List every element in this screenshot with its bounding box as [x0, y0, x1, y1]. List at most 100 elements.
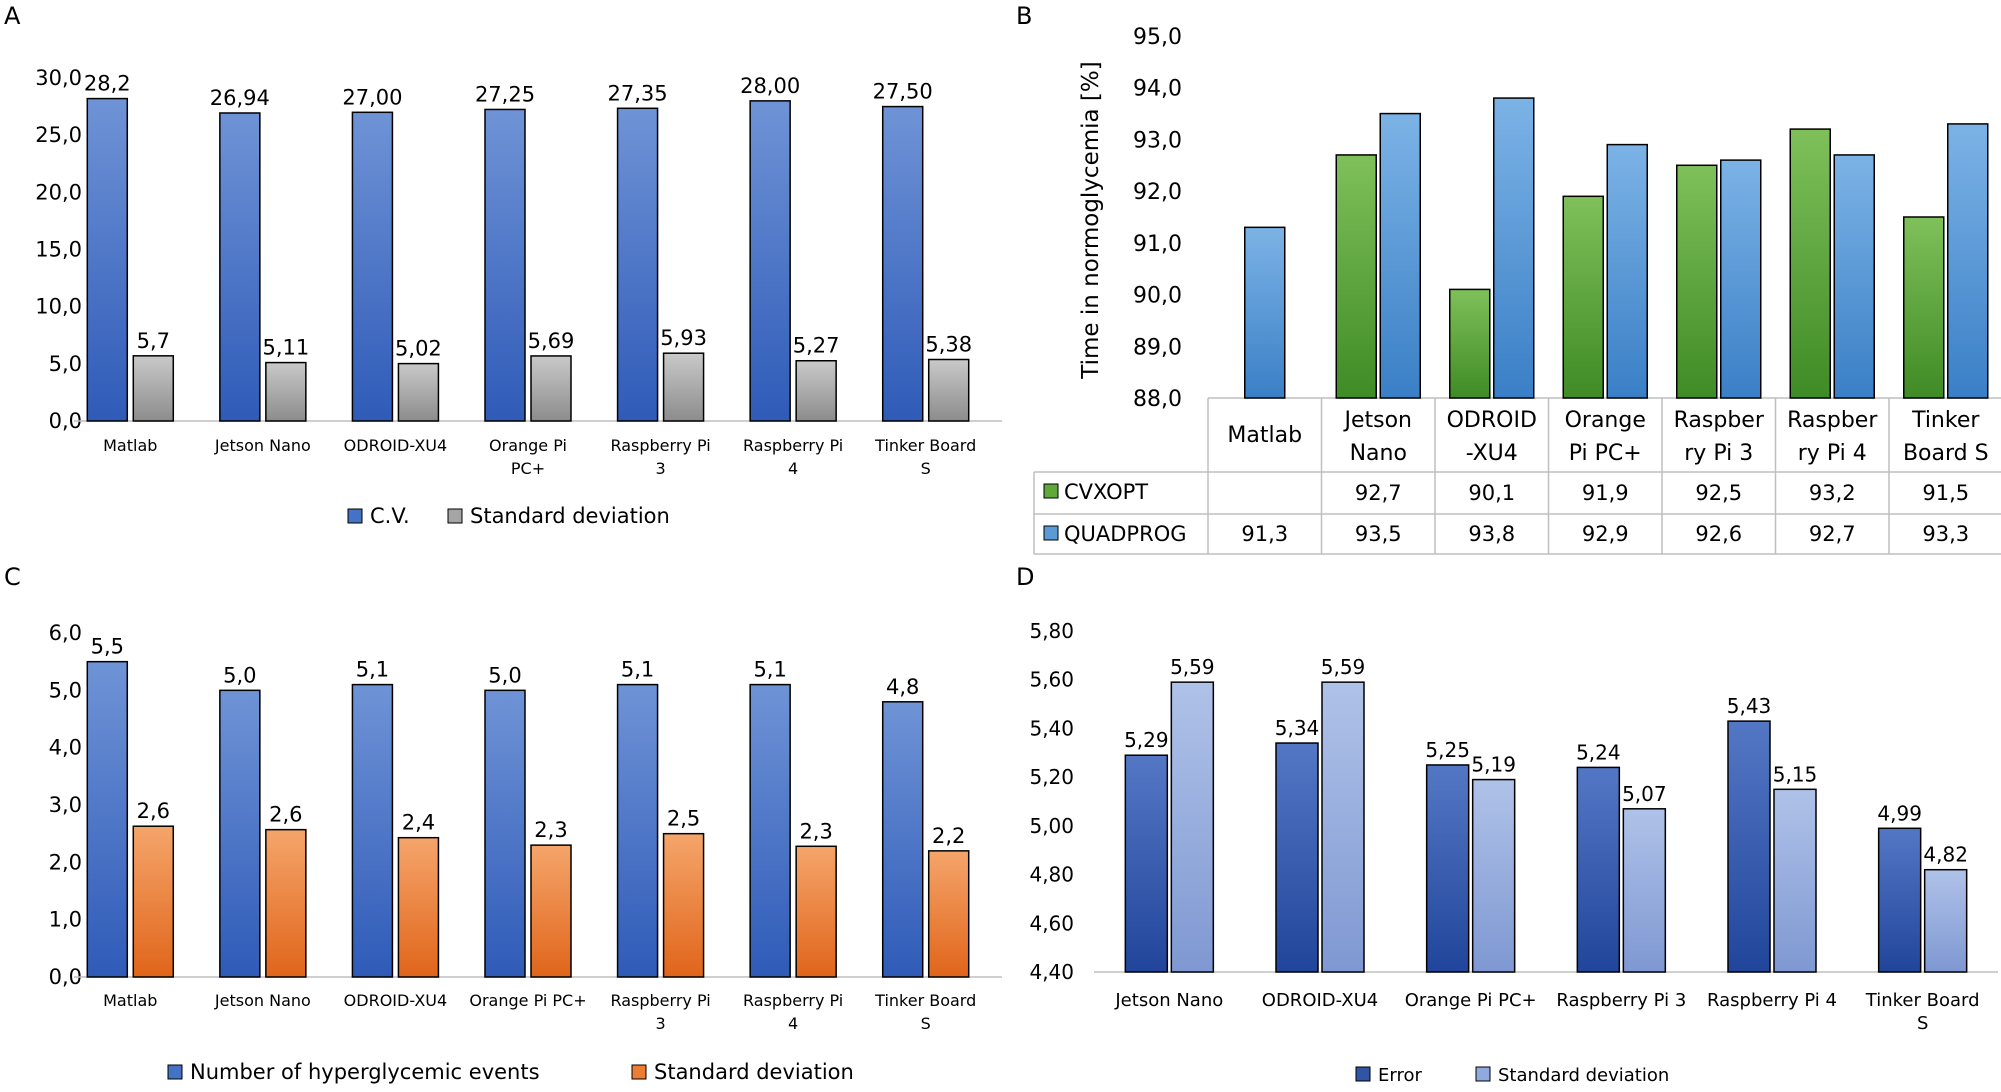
bar-series-2 [265, 828, 307, 978]
category-label: Raspberry Pi 4 [1707, 990, 1837, 1011]
bar-series-1 [1877, 827, 1922, 973]
data-label: 27,00 [342, 85, 402, 109]
category-label: Orange Pi [489, 436, 567, 455]
bar-series-1 [749, 100, 791, 422]
data-label: 5,0 [223, 663, 256, 687]
category-label: Tinker Board [874, 436, 976, 455]
panel-label-a: A [4, 2, 21, 30]
y-axis-title: Time in normoglycemia [%] [1078, 61, 1104, 379]
bar-cvxopt [1449, 288, 1491, 399]
data-label: 5,19 [1471, 753, 1516, 777]
table-cell-cvxopt: 93,2 [1809, 481, 1856, 505]
bar-quadprog [1606, 143, 1648, 399]
bar-quadprog [1493, 97, 1535, 399]
y-tick-label: 94,0 [1133, 77, 1182, 102]
category-label: 4 [788, 1014, 798, 1033]
bar-series-2 [1321, 681, 1365, 973]
category-label: Raspberry Pi [610, 436, 710, 455]
data-label: 5,59 [1321, 655, 1366, 679]
data-label: 27,50 [873, 80, 933, 104]
data-label: 2,4 [402, 811, 435, 835]
data-label: 5,38 [925, 332, 972, 356]
data-label: 5,1 [621, 658, 654, 682]
y-tick-label: 89,0 [1133, 335, 1182, 360]
bar-series-2 [662, 832, 705, 978]
bar-quadprog [1947, 123, 1989, 399]
legend-label: Standard deviation [470, 504, 670, 528]
y-tick-label: 5,00 [1029, 814, 1074, 838]
category-label: PC+ [511, 459, 545, 478]
bar-series-1 [1727, 720, 1771, 973]
y-tick-label: 91,0 [1133, 232, 1182, 257]
category-label: -XU4 [1466, 441, 1518, 466]
bar-series-2 [1471, 778, 1516, 973]
legend-swatch [167, 1064, 183, 1080]
y-tick-label: 15,0 [35, 238, 82, 262]
category-label: Orange Pi PC+ [1405, 990, 1537, 1011]
bar-series-1 [484, 108, 526, 422]
data-label: 2,6 [137, 799, 170, 823]
legend-label: QUADPROG [1064, 522, 1187, 546]
category-label: ODROID-XU4 [344, 436, 448, 455]
bar-quadprog [1244, 226, 1286, 399]
category-label: S [921, 1014, 931, 1033]
bar-series-1 [881, 701, 924, 978]
table-cell-cvxopt: 91,9 [1582, 481, 1629, 505]
data-label: 4,82 [1923, 843, 1968, 867]
category-label: Orange Pi PC+ [469, 991, 586, 1010]
y-tick-label: 30,0 [35, 66, 82, 90]
y-tick-label: 92,0 [1133, 180, 1182, 205]
table-cell-quadprog: 93,8 [1468, 522, 1515, 546]
category-label: Matlab [103, 436, 157, 455]
y-tick-label: 1,0 [49, 908, 82, 932]
table-cell-quadprog: 92,6 [1695, 522, 1742, 546]
data-label: 5,29 [1124, 728, 1169, 752]
category-label: 4 [788, 459, 798, 478]
data-label: 5,15 [1773, 762, 1818, 786]
legend-swatch [1475, 1066, 1491, 1082]
data-label: 5,0 [488, 663, 521, 687]
data-label: 5,93 [660, 326, 707, 350]
y-tick-label: 3,0 [49, 793, 82, 817]
bar-series-2 [530, 355, 572, 422]
category-label: Board S [1903, 441, 1989, 466]
bar-series-2 [1170, 681, 1215, 973]
y-tick-label: 90,0 [1133, 284, 1182, 309]
bar-quadprog [1720, 159, 1762, 399]
category-label: ry Pi 3 [1684, 441, 1753, 466]
data-label: 2,3 [799, 819, 832, 843]
bar-series-1 [219, 689, 261, 978]
bar-series-2 [662, 352, 705, 422]
bar-cvxopt [1903, 216, 1945, 399]
y-tick-label: 5,20 [1029, 765, 1074, 789]
category-label: Tinker Board [1865, 990, 1980, 1011]
category-label: Raspber [1787, 408, 1878, 433]
category-label: 3 [655, 1014, 665, 1033]
bar-series-2 [1622, 808, 1667, 973]
bar-series-1 [351, 111, 394, 422]
bar-series-2 [1773, 788, 1817, 973]
bar-series-2 [795, 359, 837, 422]
y-tick-label: 5,0 [49, 678, 82, 702]
legend-label: Error [1378, 1065, 1422, 1086]
data-label: 5,07 [1622, 782, 1667, 806]
table-cell-cvxopt: 92,5 [1695, 481, 1742, 505]
data-label: 5,43 [1727, 694, 1772, 718]
category-label: ODROID-XU4 [1262, 990, 1378, 1011]
panel-label-b: B [1016, 2, 1033, 30]
legend-label: Standard deviation [654, 1060, 854, 1084]
y-tick-label: 88,0 [1133, 387, 1182, 412]
y-tick-label: 6,0 [49, 621, 82, 645]
table-cell-quadprog: 92,7 [1809, 522, 1856, 546]
category-label: Jetson Nano [214, 436, 311, 455]
table-cell-quadprog: 93,5 [1355, 522, 1402, 546]
legend-swatch [1043, 483, 1059, 499]
category-label: Raspber [1674, 408, 1765, 433]
bar-series-2 [397, 362, 440, 422]
data-label: 28,00 [740, 74, 800, 98]
category-label: Raspberry Pi [743, 991, 843, 1010]
bar-series-1 [616, 683, 659, 978]
bar-series-2 [265, 361, 307, 422]
bar-series-2 [795, 845, 837, 978]
